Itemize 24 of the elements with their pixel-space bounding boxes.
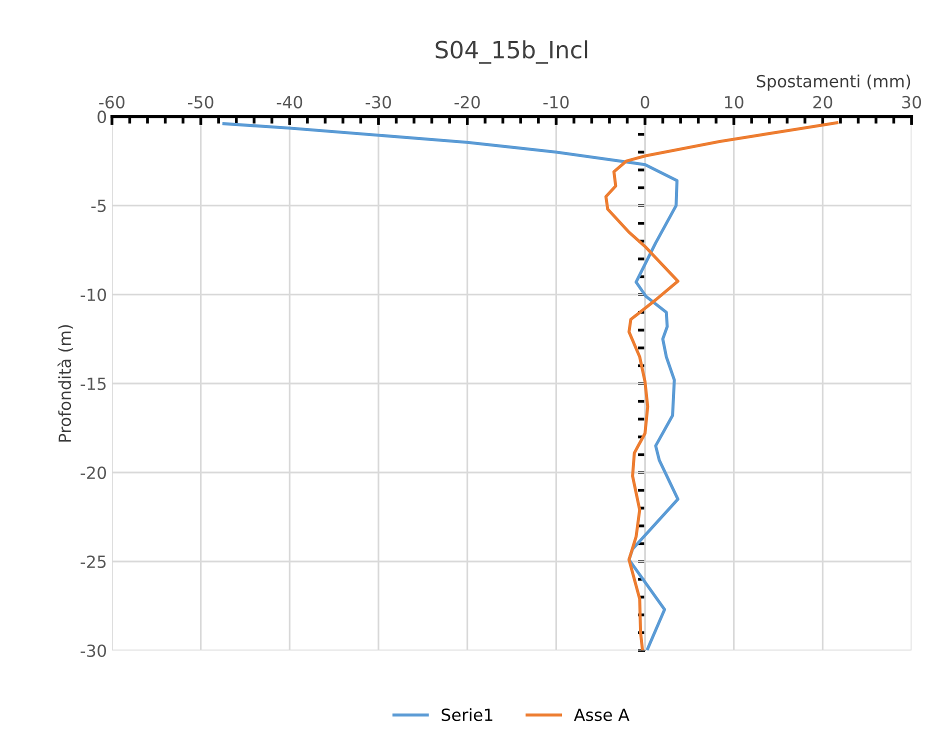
y-axis-title: Profondità (m) [58,325,74,442]
x-tick-label: -20 [454,96,480,108]
x-axis-title: Spostamenti (mm) [756,74,910,91]
y-tick-label: -15 [80,378,106,390]
x-tick-label: 10 [725,96,744,108]
x-tick-label: -30 [366,96,391,108]
line-series [604,121,838,650]
legend-label: Serie1 [442,708,492,722]
y-tick-label: -25 [80,555,106,568]
x-tick-label: 0 [640,96,650,108]
x-tick-label: -10 [543,96,569,108]
x-tick-label: 30 [902,96,922,108]
x-tick-label: 20 [813,96,832,108]
x-tick-label: -60 [99,96,124,108]
chart-title: S04_15b_Incl [436,40,588,64]
y-tick-label: -5 [91,200,106,212]
x-tick-label: -50 [188,96,214,108]
legend-label: Asse A [574,708,630,722]
y-tick-label: -20 [80,466,106,480]
x-tick-label: -40 [276,96,302,108]
y-tick-label: -10 [80,288,106,302]
line-series [222,122,680,650]
y-tick-label: -30 [80,644,106,658]
y-tick-label: 0 [98,110,106,124]
